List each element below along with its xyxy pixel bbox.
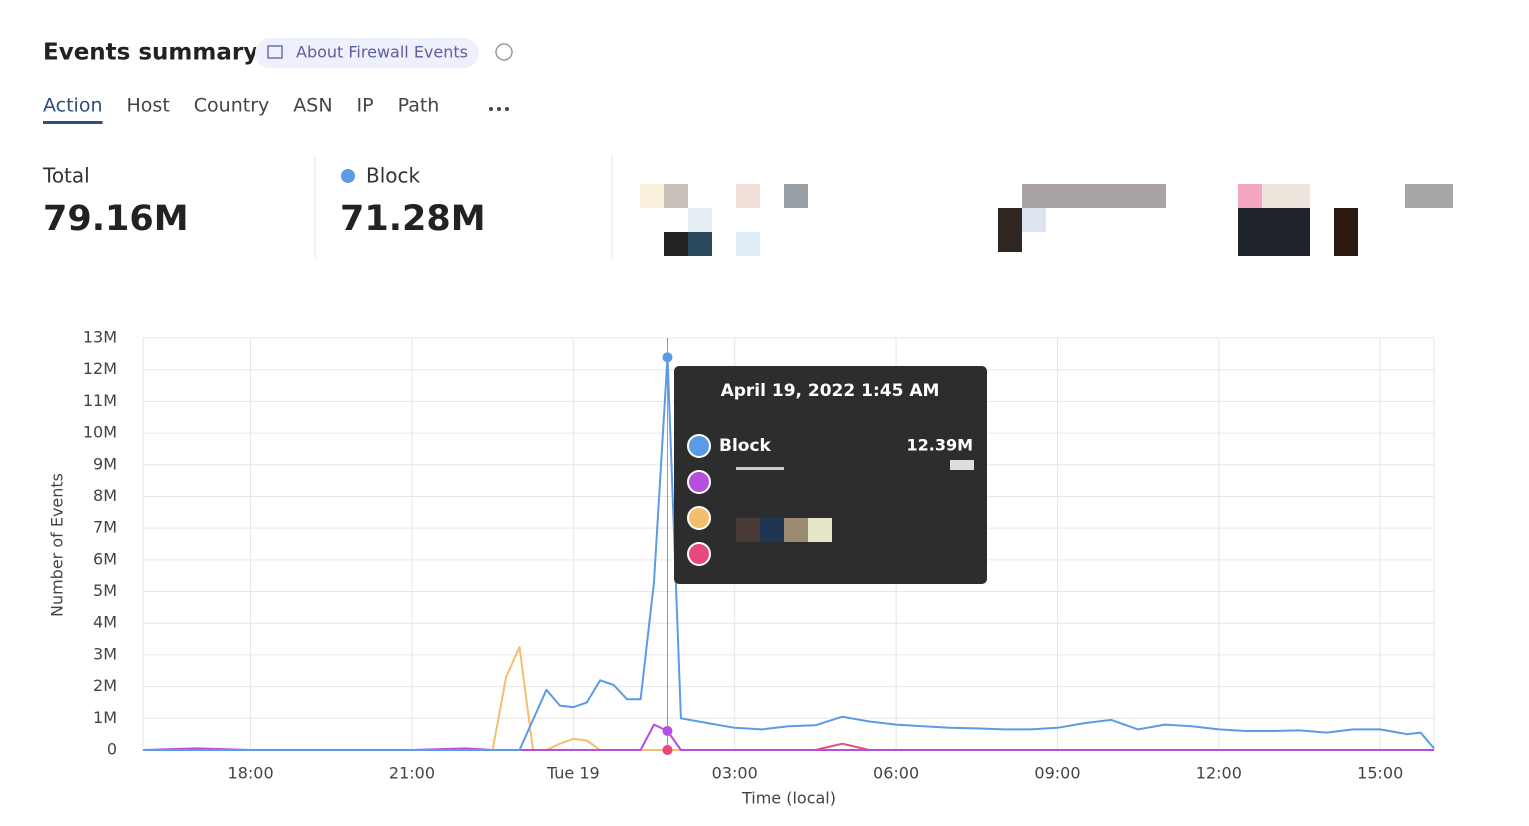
tab-underline <box>43 121 103 124</box>
x-tick-label: 09:00 <box>1034 764 1080 783</box>
y-tick-label: 4M <box>93 613 117 632</box>
x-tick-label: 15:00 <box>1357 764 1403 783</box>
x-tick-label: 18:00 <box>228 764 274 783</box>
redacted <box>950 460 974 470</box>
y-axis-title: Number of Events <box>48 473 67 617</box>
stat-label: Total <box>42 164 90 188</box>
tooltip-title: April 19, 2022 1:45 AM <box>721 381 940 401</box>
x-tick-label: 03:00 <box>712 764 758 783</box>
legend-dot <box>341 169 355 183</box>
hover-point <box>662 725 673 736</box>
y-tick-label: 9M <box>93 454 117 473</box>
y-tick-label: 8M <box>93 486 117 505</box>
y-tick-label: 2M <box>93 676 117 695</box>
x-tick-label: Tue 19 <box>546 764 600 783</box>
tab[interactable]: Action <box>43 95 103 117</box>
tooltip-dot <box>687 506 711 530</box>
series-line <box>143 646 1434 751</box>
y-tick-label: 7M <box>93 518 117 537</box>
tab[interactable]: ASN <box>293 95 332 117</box>
y-tick-label: 0 <box>107 740 117 759</box>
x-tick-label: 12:00 <box>1196 764 1242 783</box>
book-icon <box>267 45 283 59</box>
redacted <box>808 518 832 542</box>
summary-title: Events summary <box>43 40 258 66</box>
tab[interactable]: IP <box>357 95 374 117</box>
redacted <box>736 467 784 470</box>
badge-text[interactable]: About Firewall Events <box>296 43 468 62</box>
y-tick-label: 3M <box>93 644 117 663</box>
redacted <box>760 518 784 542</box>
y-tick-label: 13M <box>83 328 117 347</box>
tooltip-value: 12.39M <box>906 436 973 455</box>
hover-point <box>662 352 673 363</box>
hover-point <box>662 745 673 755</box>
tooltip-series: Block <box>719 436 772 456</box>
tooltip-dot <box>687 434 711 458</box>
x-axis-title: Time (local) <box>741 789 836 808</box>
tab[interactable]: Path <box>398 95 440 117</box>
tabs: Action Host Country ASN IP Path <box>43 95 440 124</box>
y-tick-label: 1M <box>93 708 117 727</box>
tooltip-dot <box>687 542 711 566</box>
series-line <box>142 723 1434 751</box>
y-tick-label: 10M <box>83 423 117 442</box>
y-tick-label: 6M <box>93 549 117 568</box>
series-line <box>143 356 1435 751</box>
stat-label: Block <box>366 164 421 188</box>
tab[interactable]: Country <box>194 95 269 117</box>
more-icon[interactable] <box>489 107 509 111</box>
redacted <box>784 518 808 542</box>
tooltip-dot <box>687 470 711 494</box>
y-tick-label: 11M <box>83 391 117 410</box>
history-icon[interactable] <box>495 43 513 61</box>
y-tick-label: 12M <box>83 359 117 378</box>
x-tick-label: 06:00 <box>873 764 919 783</box>
badge-bg[interactable] <box>255 38 479 68</box>
redacted <box>640 184 1453 256</box>
tooltip: April 19, 2022 1:45 AM Block 12.39M <box>674 366 987 584</box>
redacted <box>736 518 760 542</box>
tab[interactable]: Host <box>127 95 170 117</box>
x-tick-label: 21:00 <box>389 764 435 783</box>
stat-value: 71.28M <box>340 199 486 239</box>
y-tick-label: 5M <box>93 581 117 600</box>
stat-value: 79.16M <box>43 199 189 239</box>
